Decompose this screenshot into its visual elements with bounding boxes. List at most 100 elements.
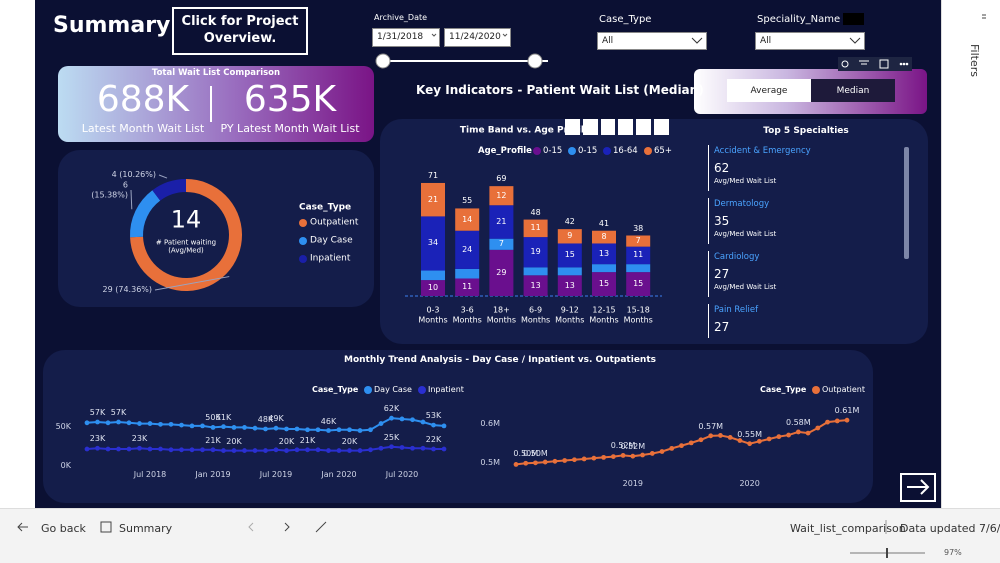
line-point xyxy=(727,435,733,440)
slider-handle[interactable] xyxy=(375,53,391,69)
back-button[interactable]: Go back xyxy=(41,522,86,535)
x-tick-label: 9-12 Months xyxy=(555,305,585,324)
legend-title: Case_Type xyxy=(760,385,807,395)
dropdown-chevron xyxy=(849,37,861,44)
report-name: Wait_list_comparison xyxy=(790,522,906,535)
line-point xyxy=(688,440,694,446)
line-point xyxy=(252,448,258,453)
line-point xyxy=(431,422,436,428)
filters-pane[interactable] xyxy=(941,0,1000,508)
point-label: 0.52M xyxy=(620,442,646,452)
icon[interactable] xyxy=(902,62,906,66)
legend-title: Case_Type xyxy=(299,202,352,213)
point-label: 22K xyxy=(425,435,442,445)
line-point xyxy=(698,437,704,443)
bar-segment xyxy=(489,205,514,239)
specialty-item[interactable] xyxy=(708,145,709,191)
line-point xyxy=(126,446,132,452)
legend-swatch xyxy=(644,147,652,155)
bar-segment xyxy=(455,268,480,279)
point-label: 50K xyxy=(205,413,221,423)
line-point xyxy=(844,417,850,423)
specialty-item[interactable] xyxy=(708,304,709,338)
point-label: 46K xyxy=(320,416,337,426)
y-tick-label: 0.6M xyxy=(480,419,500,429)
line-point xyxy=(708,433,714,439)
specialty-value: 27 xyxy=(714,319,730,334)
line-point xyxy=(179,422,184,428)
line-point xyxy=(189,423,195,429)
bar-segment xyxy=(557,267,582,276)
x-tick-label: 6-9 Months xyxy=(520,305,551,324)
case-type-dropdown[interactable]: All xyxy=(597,32,707,50)
point-label: 48K xyxy=(257,415,274,425)
bar-segment xyxy=(557,229,582,244)
line-point xyxy=(116,446,121,452)
speciality-dropdown[interactable]: All xyxy=(755,32,865,50)
icon[interactable] xyxy=(284,522,290,532)
toggle-average[interactable]: Average xyxy=(727,79,811,102)
bar-value-label: 15 xyxy=(633,279,644,289)
line-point xyxy=(378,445,384,451)
date-start[interactable]: 1/31/2018 xyxy=(372,28,440,47)
icon[interactable] xyxy=(315,521,327,533)
legend-title: Case_Type xyxy=(312,385,359,395)
slider-handle[interactable] xyxy=(527,53,543,69)
line-point xyxy=(357,448,363,453)
specialty-item[interactable] xyxy=(708,251,709,297)
bar-segment xyxy=(421,182,445,217)
point-label: 0.50M xyxy=(523,449,548,459)
line-point xyxy=(326,428,331,433)
scrollbar[interactable] xyxy=(904,147,909,259)
bar-segment xyxy=(421,216,445,271)
line-point xyxy=(242,448,247,453)
bar-value-label: 21 xyxy=(496,217,507,227)
line-point xyxy=(378,421,384,426)
kpi-title: Total Wait List Comparison xyxy=(151,68,281,78)
icon[interactable] xyxy=(841,60,849,68)
line-point xyxy=(231,448,237,453)
specialty-item[interactable] xyxy=(708,198,709,244)
icon[interactable] xyxy=(879,59,889,69)
line-point xyxy=(315,447,321,453)
specialty-value: 62 xyxy=(714,160,730,175)
line-point xyxy=(347,427,352,433)
point-label: 57K xyxy=(89,408,106,418)
line-point xyxy=(389,415,394,421)
donut-label: 29 (74.36%) xyxy=(102,285,152,295)
date-end[interactable]: 11/24/2020 xyxy=(444,28,511,47)
line-point xyxy=(581,456,587,462)
filter-label: Archive_Date xyxy=(374,13,428,22)
page-tab[interactable]: Summary xyxy=(119,522,173,535)
icon[interactable] xyxy=(899,62,903,66)
next-button[interactable] xyxy=(900,473,936,502)
specialty-label: Avg/Med Wait List xyxy=(714,282,777,291)
icon[interactable] xyxy=(905,62,909,66)
icon[interactable] xyxy=(248,522,254,532)
bar-segment xyxy=(626,264,651,273)
x-tick-label: Jul 2019 xyxy=(259,470,293,480)
bar-value-label: 21 xyxy=(427,194,439,204)
icon[interactable] xyxy=(17,522,23,532)
bar-segment xyxy=(592,264,616,273)
legend-label: Inpatient xyxy=(310,253,351,264)
bar-segment xyxy=(455,208,480,231)
line-point xyxy=(562,458,568,463)
data-updated: Data updated 7/6/... xyxy=(900,522,1000,535)
line-point xyxy=(315,427,321,433)
project-button[interactable]: Click for Project Overview. xyxy=(172,7,308,55)
line-point xyxy=(200,423,205,429)
bar-value-label: 13 xyxy=(564,280,575,290)
line-point xyxy=(640,452,645,458)
toggle-median[interactable]: Median xyxy=(811,79,895,102)
line-point xyxy=(126,420,132,426)
footer-bar xyxy=(0,508,1000,563)
line-point xyxy=(305,447,310,453)
kpi-current-label: Latest Month Wait List xyxy=(81,122,205,135)
bar-segment xyxy=(626,272,651,296)
bar-segment xyxy=(523,237,548,268)
bar-segment xyxy=(523,219,548,238)
legend-label: Day Case xyxy=(374,385,412,395)
